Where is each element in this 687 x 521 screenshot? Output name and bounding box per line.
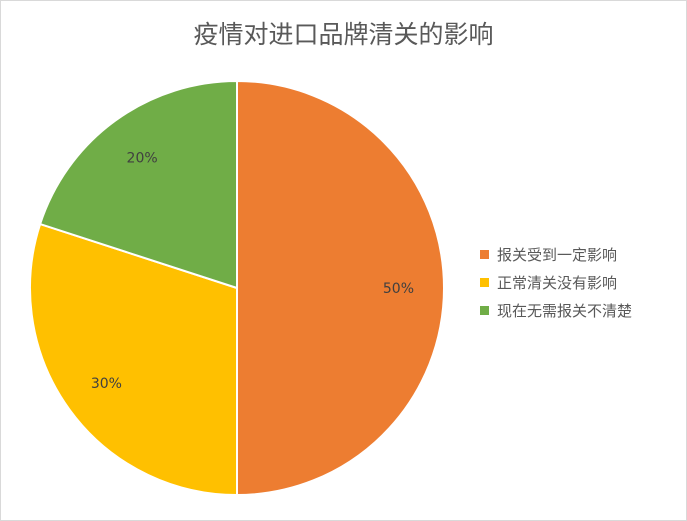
data-label-1: 50% [383, 281, 414, 297]
pie-slice-1 [236, 79, 445, 497]
legend: 报关受到一定影响 正常清关没有影响 现在无需报关不清楚 [480, 240, 632, 324]
legend-swatch [480, 277, 489, 287]
legend-label: 报关受到一定影响 [497, 245, 618, 264]
legend-item-2: 正常清关没有影响 [480, 268, 632, 296]
legend-label: 正常清关没有影响 [497, 273, 618, 292]
legend-swatch [480, 305, 489, 315]
pie-slice-2 [29, 222, 238, 497]
legend-item-3: 现在无需报关不清楚 [480, 296, 632, 324]
legend-label: 现在无需报关不清楚 [497, 301, 633, 320]
legend-item-1: 报关受到一定影响 [480, 240, 632, 268]
legend-swatch [480, 249, 489, 259]
data-label-2: 30% [91, 376, 122, 392]
chart-title: 疫情对进口品牌清关的影响 [193, 20, 494, 49]
data-label-3: 20% [127, 150, 158, 166]
pie-slice-3 [38, 79, 238, 290]
